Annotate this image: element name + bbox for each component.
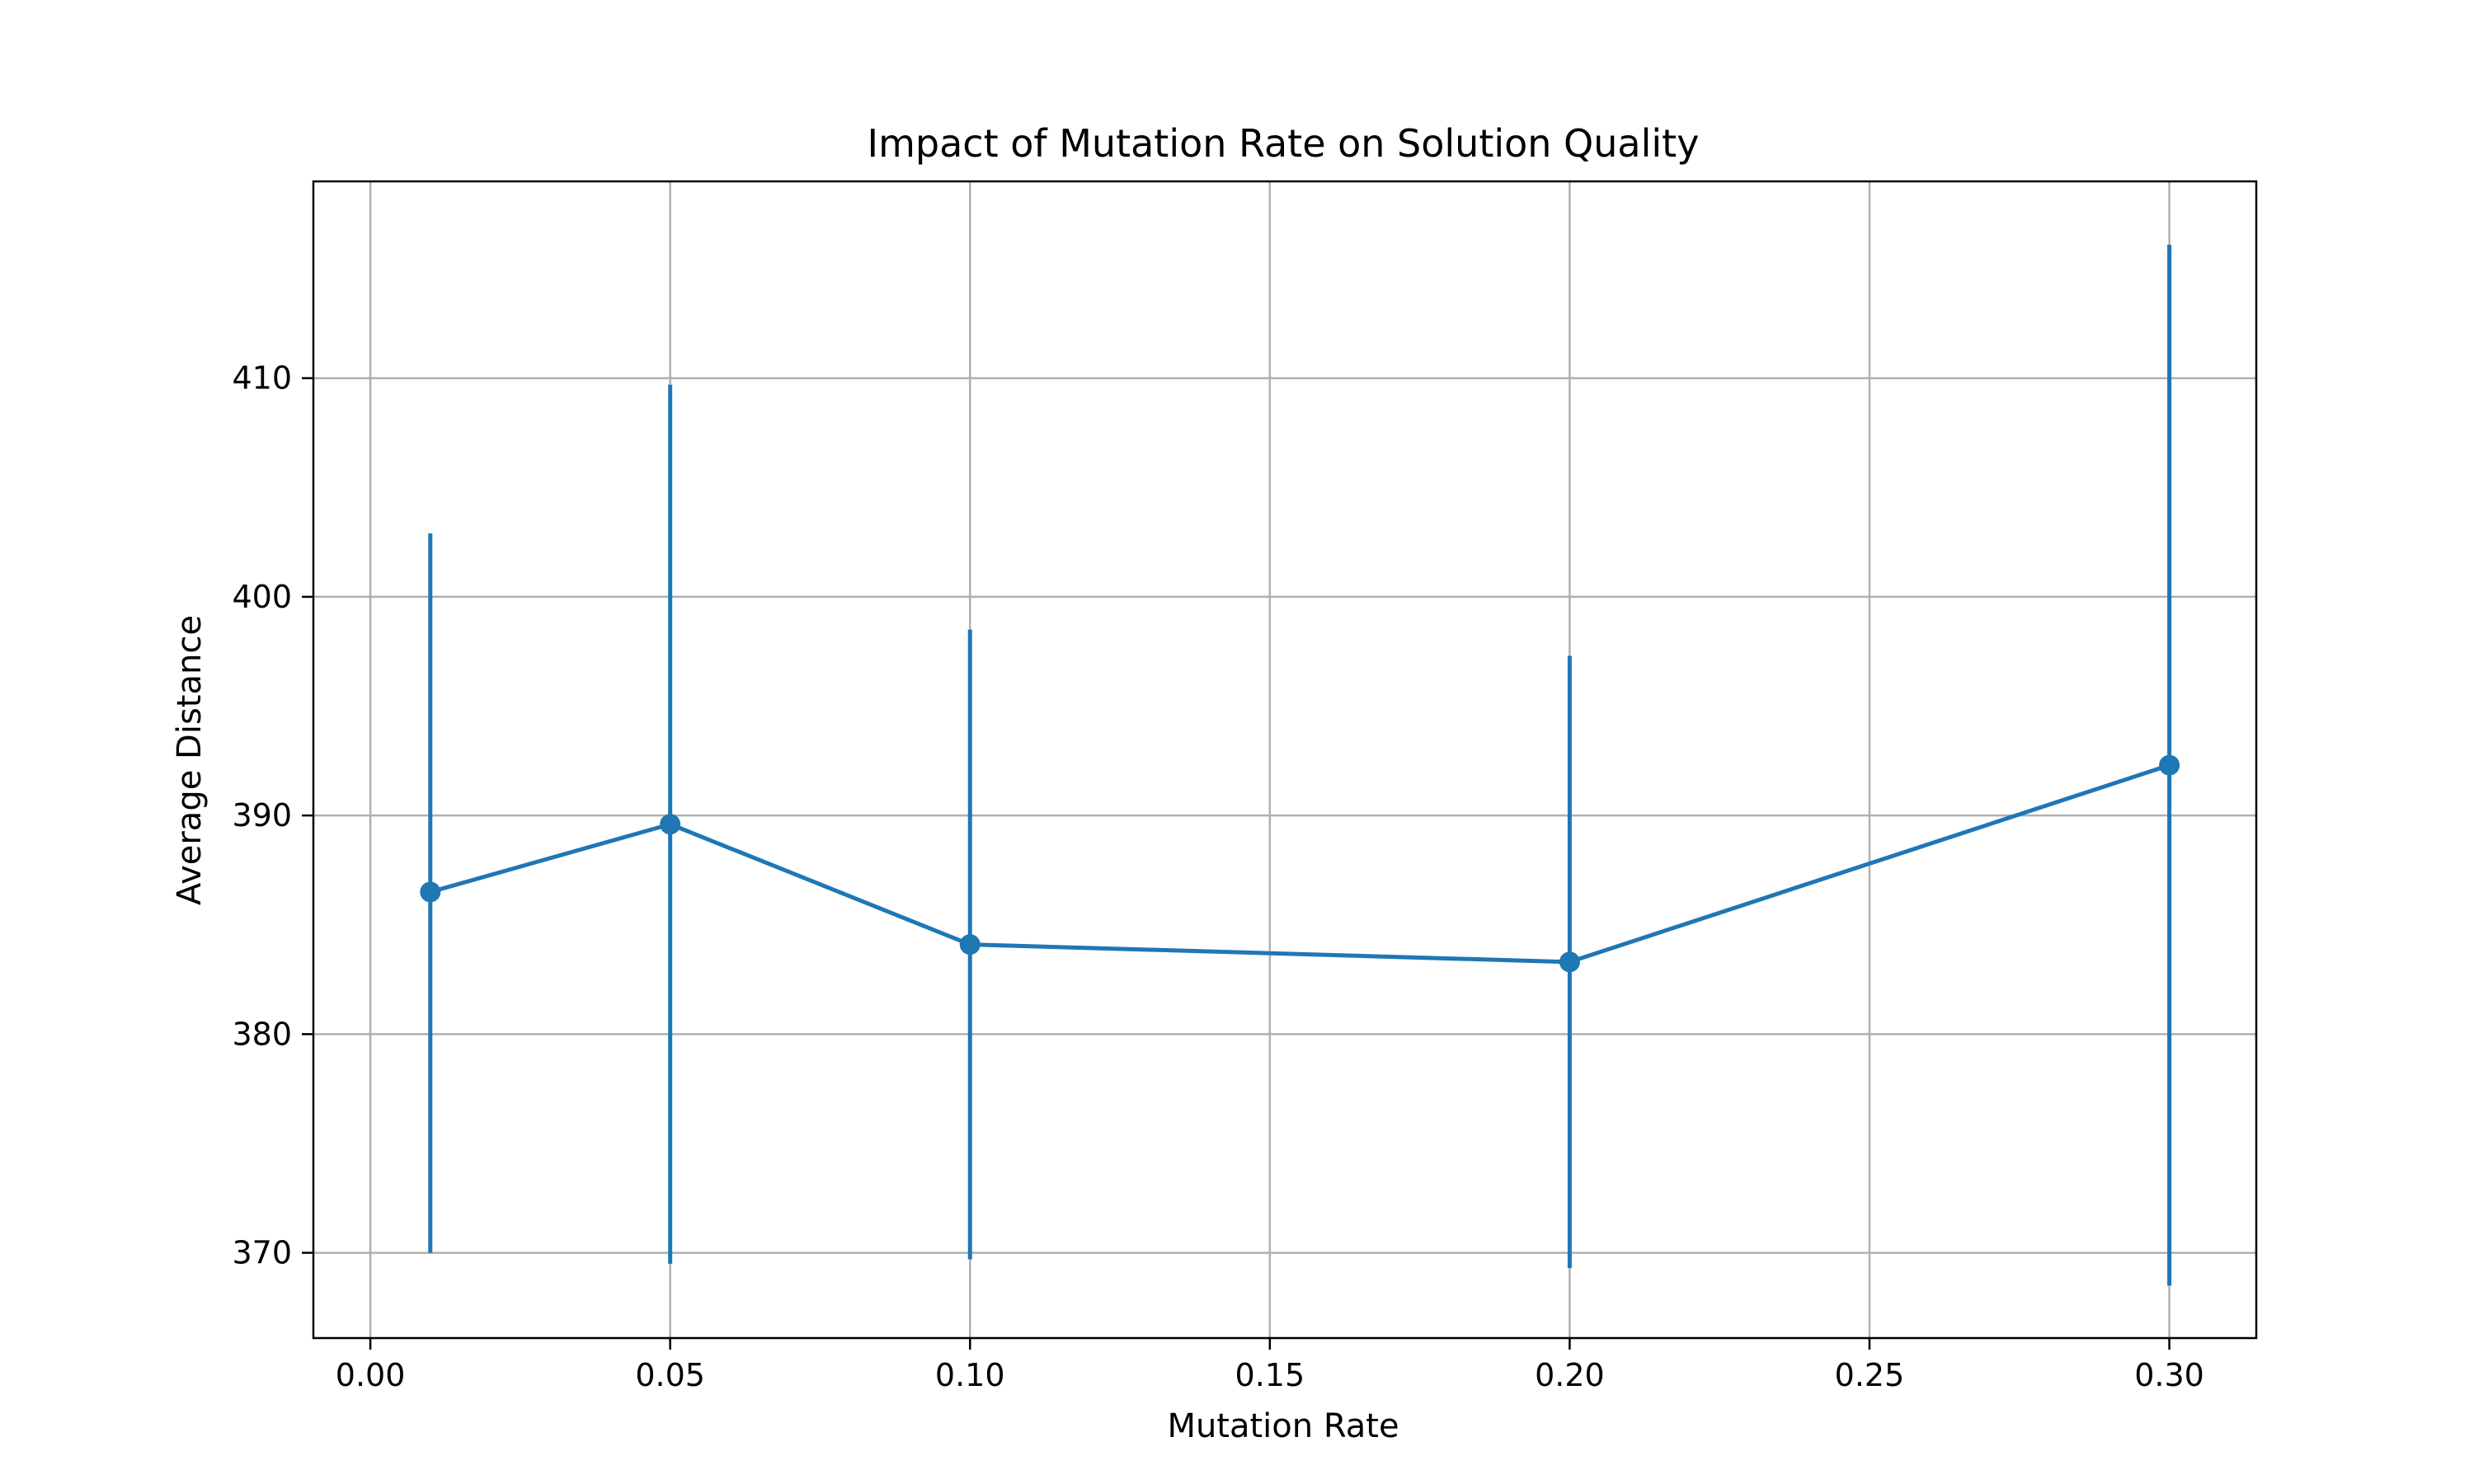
plot-frame [312,180,2258,1340]
y-axis-label: Average Distance [171,615,209,905]
x-tick-label: 0.10 [935,1357,1005,1393]
x-tick-label: 0.30 [2134,1357,2204,1393]
y-tick-label: 400 [232,579,292,615]
x-tick-label: 0.00 [336,1357,406,1393]
x-tick-label: 0.15 [1235,1357,1305,1393]
tick-layer: 0.00 0.05 0.10 0.15 0.20 0.25 0.30 370 380 390 400… [232,360,2204,1393]
data-point [420,881,441,903]
y-tick-label: 410 [232,360,292,397]
data-point [660,814,681,835]
y-tick-label: 380 [232,1016,292,1052]
y-tick-label: 390 [232,797,292,834]
data-layer [420,244,2180,1286]
y-tick-label: 370 [232,1235,292,1271]
data-point [959,934,981,956]
x-tick-label: 0.05 [635,1357,705,1393]
x-axis-label: Mutation Rate [1167,1407,1399,1445]
data-point [2159,754,2180,776]
x-tick-label: 0.20 [1535,1357,1605,1393]
x-tick-label: 0.25 [1835,1357,1905,1393]
data-point [1559,951,1580,973]
chart-title: Impact of Mutation Rate on Solution Qual… [868,121,1700,166]
